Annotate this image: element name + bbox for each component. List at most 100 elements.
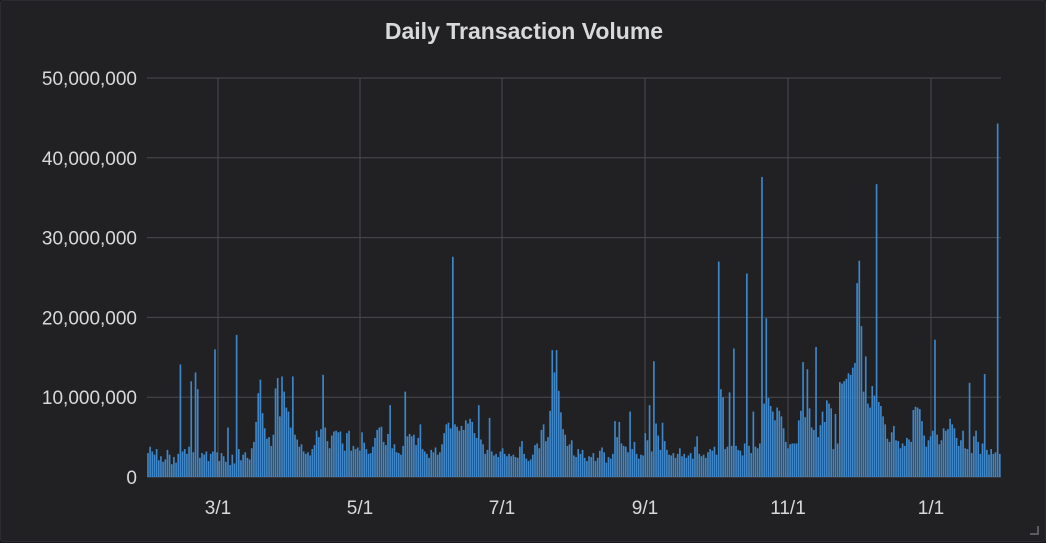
bar[interactable] <box>229 465 231 477</box>
bar[interactable] <box>642 455 644 477</box>
bar[interactable] <box>856 283 858 477</box>
bar[interactable] <box>929 436 932 477</box>
bar[interactable] <box>988 454 990 477</box>
bar[interactable] <box>209 453 212 477</box>
bar[interactable] <box>899 448 902 477</box>
bar[interactable] <box>942 428 945 477</box>
bar[interactable] <box>430 449 433 477</box>
bar[interactable] <box>908 439 910 477</box>
bar[interactable] <box>789 444 791 477</box>
bar[interactable] <box>631 449 634 477</box>
bar[interactable] <box>968 382 971 477</box>
bar[interactable] <box>441 444 443 477</box>
bar[interactable] <box>940 440 943 477</box>
bar[interactable] <box>205 451 208 477</box>
bar[interactable] <box>544 441 547 477</box>
bar[interactable] <box>774 420 776 477</box>
bar[interactable] <box>445 424 448 477</box>
bar[interactable] <box>426 453 428 477</box>
bar[interactable] <box>819 425 822 477</box>
bar[interactable] <box>979 453 982 477</box>
bar[interactable] <box>490 451 493 477</box>
bar[interactable] <box>380 426 383 477</box>
bar[interactable] <box>871 386 874 477</box>
bar[interactable] <box>655 423 657 477</box>
bar[interactable] <box>746 273 748 477</box>
bar[interactable] <box>397 453 400 477</box>
bar[interactable] <box>780 416 783 477</box>
bar[interactable] <box>436 454 439 477</box>
bar[interactable] <box>564 434 567 477</box>
bar[interactable] <box>374 437 376 477</box>
bar[interactable] <box>335 430 337 477</box>
bar[interactable] <box>391 448 394 477</box>
bar[interactable] <box>547 437 549 477</box>
bar[interactable] <box>224 461 227 477</box>
bar[interactable] <box>268 437 270 477</box>
bar[interactable] <box>298 446 301 477</box>
bar[interactable] <box>352 445 355 477</box>
bar[interactable] <box>778 410 781 477</box>
bar[interactable] <box>460 425 463 477</box>
bar[interactable] <box>173 457 175 477</box>
bar[interactable] <box>791 443 794 477</box>
bar[interactable] <box>510 456 513 477</box>
bar[interactable] <box>927 440 930 477</box>
bar[interactable] <box>443 433 446 477</box>
bar[interactable] <box>155 449 158 477</box>
bar[interactable] <box>501 448 504 477</box>
bar[interactable] <box>527 461 530 477</box>
bar[interactable] <box>765 318 768 477</box>
bar[interactable] <box>423 451 426 477</box>
bar[interactable] <box>287 411 290 477</box>
bar[interactable] <box>218 461 221 477</box>
bar[interactable] <box>512 454 515 477</box>
bar[interactable] <box>975 430 977 477</box>
bar[interactable] <box>175 462 177 477</box>
bar[interactable] <box>462 429 465 477</box>
bar[interactable] <box>454 424 456 477</box>
bar[interactable] <box>516 457 519 477</box>
bar[interactable] <box>272 434 275 477</box>
bar[interactable] <box>599 450 601 477</box>
bar[interactable] <box>944 430 947 477</box>
bar[interactable] <box>359 450 361 477</box>
bar[interactable] <box>579 453 582 477</box>
bar[interactable] <box>657 435 660 478</box>
bar[interactable] <box>263 428 266 477</box>
bar[interactable] <box>432 452 435 477</box>
bar[interactable] <box>862 391 865 477</box>
bar[interactable] <box>488 417 491 477</box>
bar[interactable] <box>977 441 980 477</box>
bar[interactable] <box>733 348 735 477</box>
bar[interactable] <box>216 452 218 477</box>
bar[interactable] <box>192 452 195 477</box>
bar[interactable] <box>914 406 917 477</box>
bar[interactable] <box>214 349 216 477</box>
bar[interactable] <box>285 407 288 477</box>
bar[interactable] <box>960 440 962 477</box>
bar[interactable] <box>573 455 575 477</box>
bar[interactable] <box>966 449 969 477</box>
bar[interactable] <box>700 456 703 477</box>
bar[interactable] <box>804 417 807 477</box>
bar[interactable] <box>771 411 774 477</box>
bar[interactable] <box>473 433 476 477</box>
bar[interactable] <box>683 453 685 477</box>
bar[interactable] <box>668 454 670 477</box>
bar[interactable] <box>525 458 528 477</box>
bar[interactable] <box>404 391 407 477</box>
bar[interactable] <box>250 448 253 477</box>
bar[interactable] <box>400 454 402 477</box>
bar[interactable] <box>614 421 616 477</box>
bar[interactable] <box>588 456 590 477</box>
bar[interactable] <box>147 453 149 477</box>
bar[interactable] <box>497 457 500 477</box>
bar[interactable] <box>698 453 701 477</box>
bar[interactable] <box>797 420 800 477</box>
bar[interactable] <box>566 445 569 477</box>
bar[interactable] <box>897 441 900 477</box>
bar[interactable] <box>624 446 627 477</box>
bar[interactable] <box>650 451 653 477</box>
bar[interactable] <box>784 441 787 477</box>
